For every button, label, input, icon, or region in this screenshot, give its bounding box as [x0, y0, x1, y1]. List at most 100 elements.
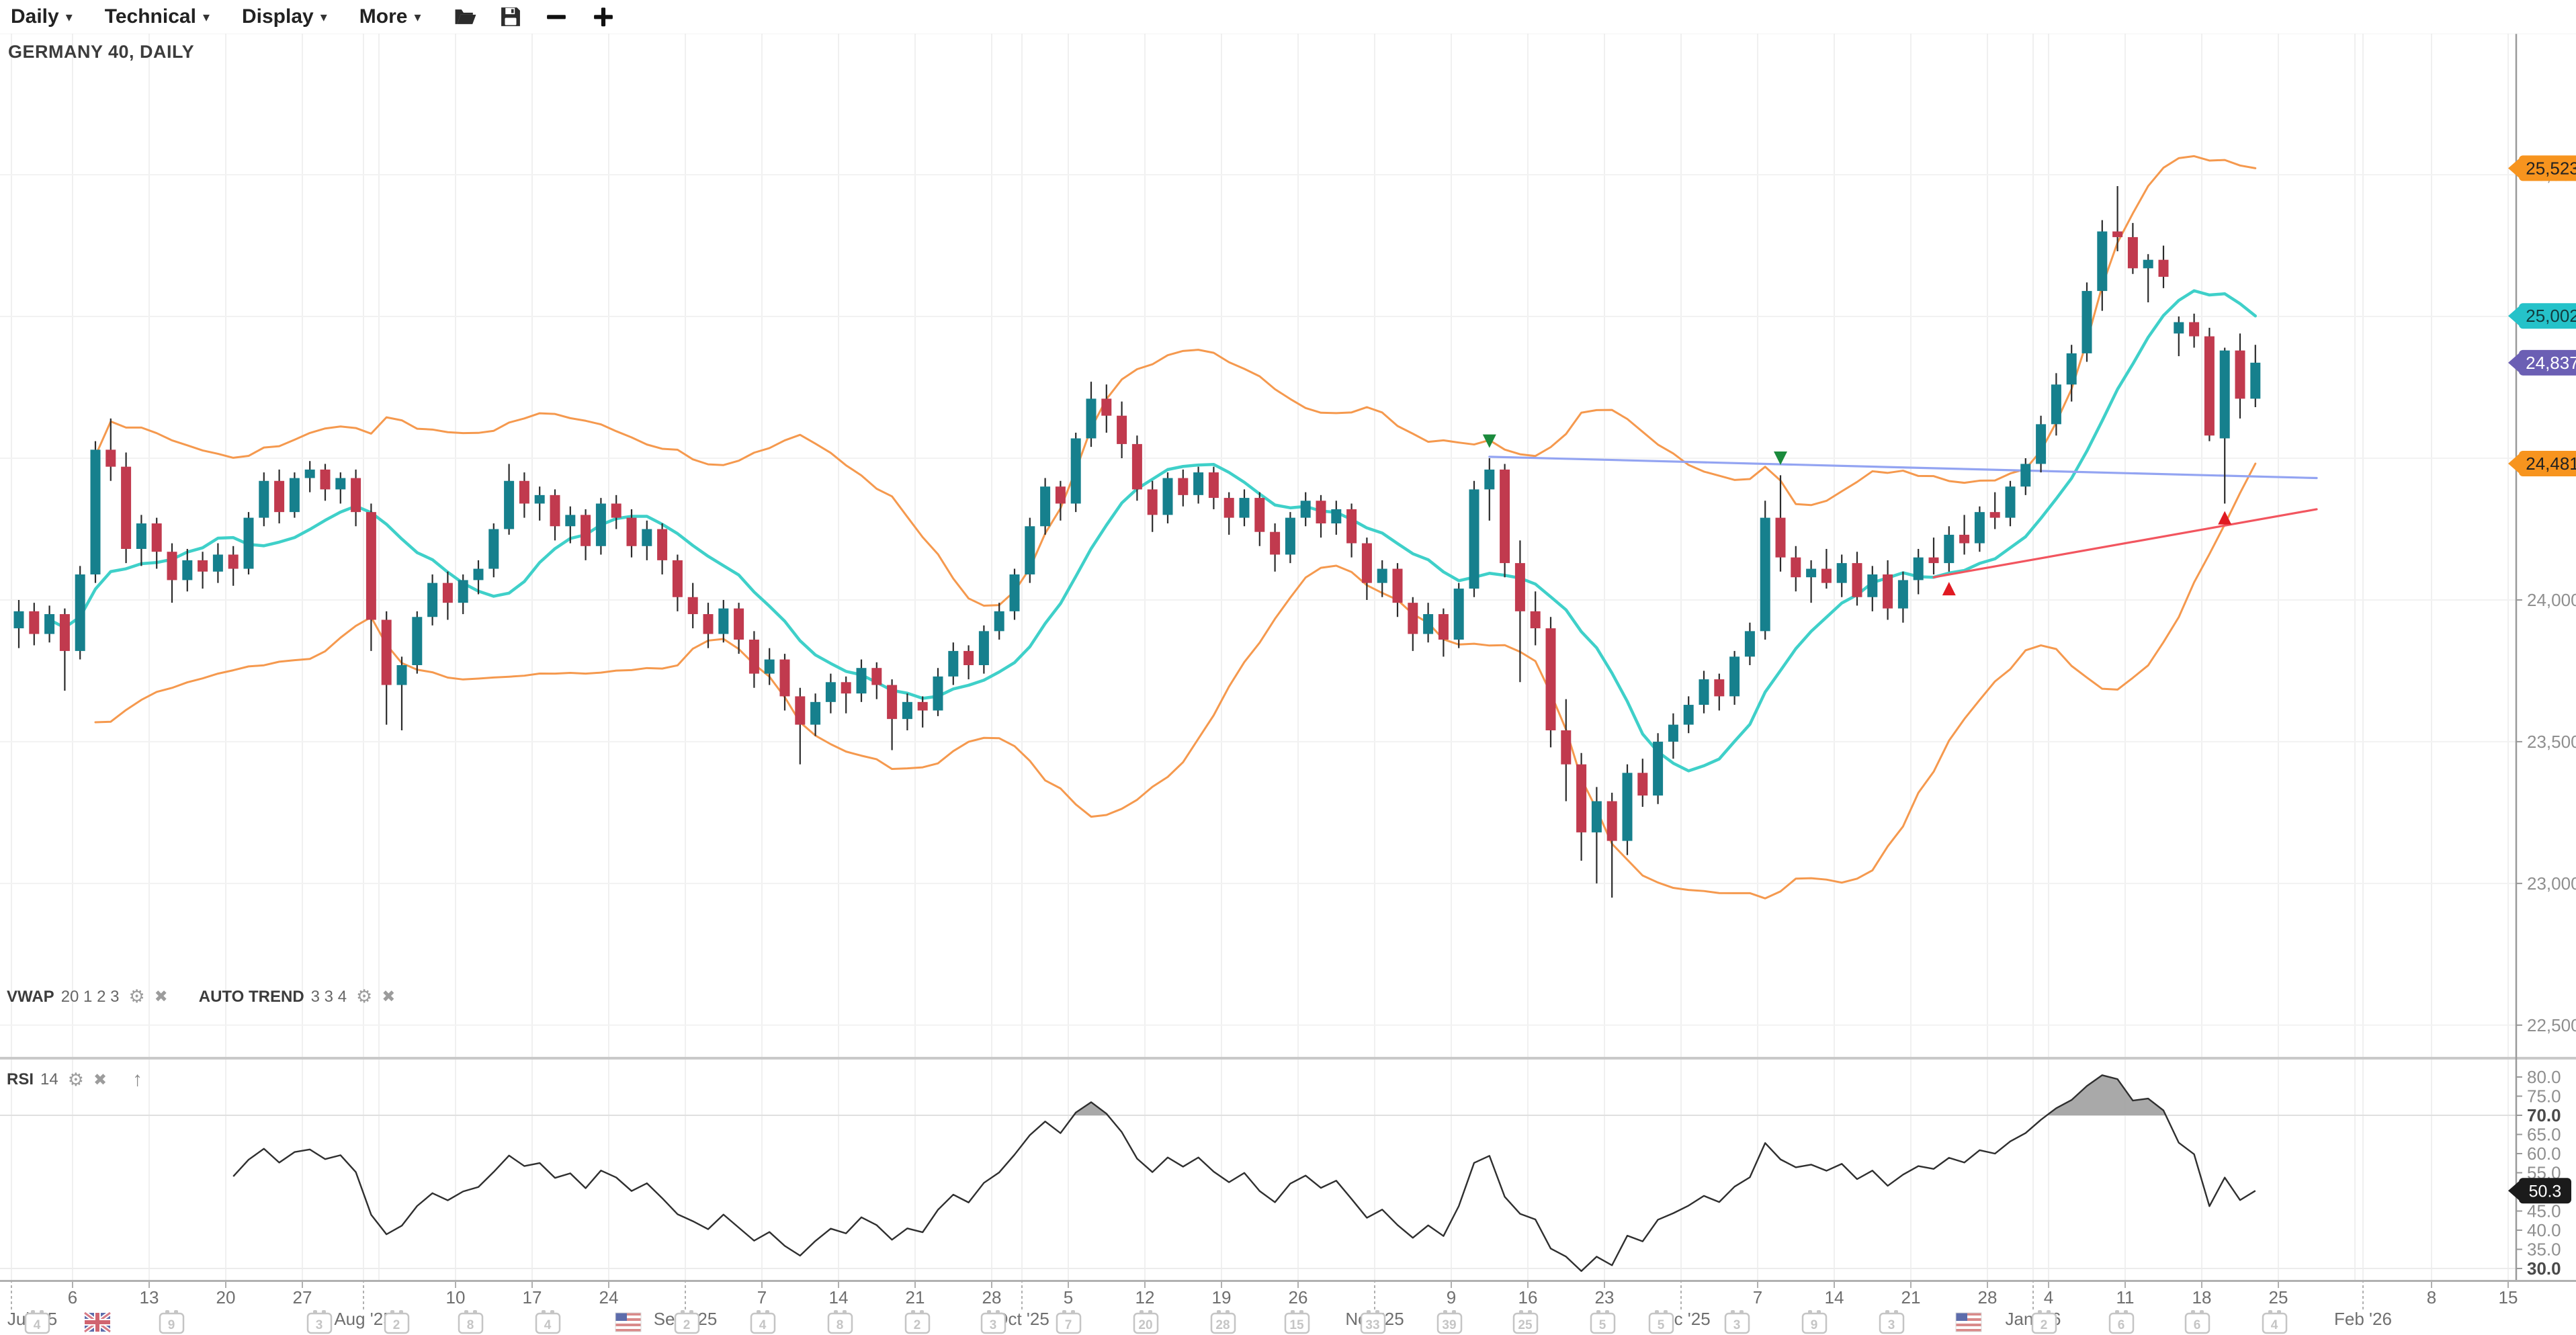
us-flag-icon[interactable] — [615, 1312, 642, 1332]
svg-text:20: 20 — [216, 1287, 236, 1307]
calendar-event-icon[interactable]: 28 — [1210, 1310, 1236, 1334]
menu-daily[interactable]: Daily ▾ — [11, 5, 73, 28]
svg-text:9: 9 — [168, 1318, 175, 1332]
chevron-down-icon: ▾ — [414, 9, 421, 25]
svg-text:28: 28 — [982, 1287, 1002, 1307]
svg-text:5: 5 — [1658, 1318, 1665, 1332]
svg-text:19: 19 — [1212, 1287, 1232, 1307]
calendar-event-icon[interactable]: 9 — [1801, 1310, 1828, 1334]
page-title: GERMANY 40, DAILY — [8, 42, 195, 62]
chevron-down-icon: ▾ — [202, 9, 210, 25]
svg-text:2: 2 — [2041, 1318, 2048, 1332]
calendar-event-icon[interactable]: 6 — [2108, 1310, 2135, 1334]
menu-technical[interactable]: Technical ▾ — [105, 5, 210, 28]
calendar-event-icon[interactable]: 4 — [2262, 1310, 2288, 1334]
svg-text:7: 7 — [757, 1287, 767, 1307]
svg-text:70.0: 70.0 — [2527, 1105, 2561, 1125]
svg-text:14: 14 — [829, 1287, 849, 1307]
menu-display-label: Display — [241, 5, 314, 28]
svg-text:2: 2 — [683, 1318, 691, 1332]
calendar-event-icon[interactable]: 9 — [159, 1310, 185, 1334]
calendar-event-icon[interactable]: 4 — [750, 1310, 776, 1334]
close-icon[interactable]: ✖ — [154, 988, 168, 1006]
calendar-event-icon[interactable]: 7 — [1056, 1310, 1082, 1334]
overlay-legend-row: VWAP 20 1 2 3 ⚙ ✖ AUTO TREND 3 3 4 ⚙ ✖ — [7, 986, 409, 1007]
svg-text:4: 4 — [544, 1318, 552, 1332]
svg-text:9: 9 — [1447, 1287, 1456, 1307]
calendar-event-icon[interactable]: 5 — [1590, 1310, 1616, 1334]
calendar-event-icon[interactable]: 15 — [1284, 1310, 1310, 1334]
zoom-out-icon[interactable] — [543, 5, 570, 28]
calendar-event-icon[interactable]: 20 — [1133, 1310, 1159, 1334]
open-folder-icon[interactable] — [453, 5, 478, 28]
close-icon[interactable]: ✖ — [93, 1070, 108, 1089]
move-pane-up-icon[interactable]: ↑ — [132, 1068, 143, 1090]
calendar-event-icon[interactable]: 8 — [458, 1310, 484, 1334]
svg-text:6: 6 — [2194, 1318, 2201, 1332]
autotrend-indicator-label: AUTO TREND — [198, 987, 304, 1006]
svg-text:23: 23 — [1595, 1287, 1615, 1307]
svg-text:33: 33 — [1365, 1318, 1379, 1332]
rsi-indicator-params: 14 — [40, 1070, 58, 1088]
svg-text:17: 17 — [523, 1287, 542, 1307]
svg-text:4: 4 — [2044, 1287, 2053, 1307]
calendar-event-icon[interactable]: 3 — [306, 1310, 333, 1334]
calendar-event-icon[interactable]: 2 — [674, 1310, 700, 1334]
calendar-event-icon[interactable]: 3 — [980, 1310, 1006, 1334]
zoom-in-icon[interactable] — [590, 5, 617, 28]
calendar-event-icon[interactable]: 3 — [1879, 1310, 1905, 1334]
gear-icon[interactable]: ⚙ — [356, 986, 373, 1006]
svg-text:40.0: 40.0 — [2527, 1220, 2561, 1240]
menu-more[interactable]: More ▾ — [359, 5, 421, 28]
calendar-event-icon[interactable]: 4 — [535, 1310, 561, 1334]
svg-text:13: 13 — [140, 1287, 159, 1307]
svg-text:50.3: 50.3 — [2529, 1182, 2562, 1201]
uk-flag-icon[interactable] — [83, 1311, 112, 1334]
svg-text:Feb '26: Feb '26 — [2334, 1309, 2392, 1329]
svg-text:7: 7 — [1065, 1318, 1072, 1332]
menu-more-label: More — [359, 5, 408, 28]
vwap-indicator-params: 20 1 2 3 — [60, 987, 120, 1006]
svg-text:8: 8 — [467, 1318, 474, 1332]
gear-icon[interactable]: ⚙ — [128, 986, 145, 1006]
calendar-event-icon[interactable]: 8 — [827, 1310, 853, 1334]
calendar-event-icon[interactable]: 2 — [2031, 1310, 2057, 1334]
calendar-event-icon[interactable]: 2 — [384, 1310, 410, 1334]
svg-text:39: 39 — [1442, 1318, 1456, 1332]
svg-text:4: 4 — [759, 1318, 767, 1332]
svg-text:Aug '25: Aug '25 — [334, 1309, 392, 1329]
svg-text:3: 3 — [990, 1318, 997, 1332]
save-icon[interactable] — [499, 5, 523, 28]
svg-text:5: 5 — [1064, 1287, 1073, 1307]
rsi-indicator-label: RSI — [7, 1070, 34, 1088]
svg-text:9: 9 — [1811, 1318, 1818, 1332]
svg-text:2: 2 — [393, 1318, 400, 1332]
svg-text:23,000: 23,000 — [2527, 873, 2576, 894]
menu-display[interactable]: Display ▾ — [242, 5, 327, 28]
calendar-event-icon[interactable]: 3 — [1724, 1310, 1750, 1334]
gear-icon[interactable]: ⚙ — [67, 1069, 84, 1090]
svg-text:5: 5 — [1599, 1318, 1606, 1332]
svg-text:24,481: 24,481 — [2526, 454, 2576, 474]
svg-text:24,000: 24,000 — [2527, 590, 2576, 610]
calendar-event-icon[interactable]: 4 — [24, 1310, 50, 1334]
chevron-down-icon: ▾ — [65, 9, 73, 25]
calendar-event-icon[interactable]: 33 — [1360, 1310, 1386, 1334]
close-icon[interactable]: ✖ — [382, 988, 396, 1006]
svg-text:12: 12 — [1135, 1287, 1155, 1307]
calendar-event-icon[interactable]: 6 — [2184, 1310, 2210, 1334]
calendar-event-icon[interactable]: 2 — [904, 1310, 931, 1334]
chevron-down-icon: ▾ — [320, 9, 327, 25]
svg-text:6: 6 — [68, 1287, 77, 1307]
us-flag-icon[interactable] — [1955, 1312, 1982, 1332]
vwap-indicator-label: VWAP — [7, 987, 54, 1006]
calendar-event-icon[interactable]: 39 — [1436, 1310, 1463, 1334]
calendar-event-icon[interactable]: 25 — [1512, 1310, 1539, 1334]
svg-text:10: 10 — [446, 1287, 466, 1307]
calendar-event-icon[interactable]: 5 — [1648, 1310, 1674, 1334]
svg-text:3: 3 — [1733, 1318, 1741, 1332]
svg-text:18: 18 — [2192, 1287, 2212, 1307]
menu-daily-label: Daily — [11, 5, 59, 28]
svg-text:24: 24 — [599, 1287, 619, 1307]
